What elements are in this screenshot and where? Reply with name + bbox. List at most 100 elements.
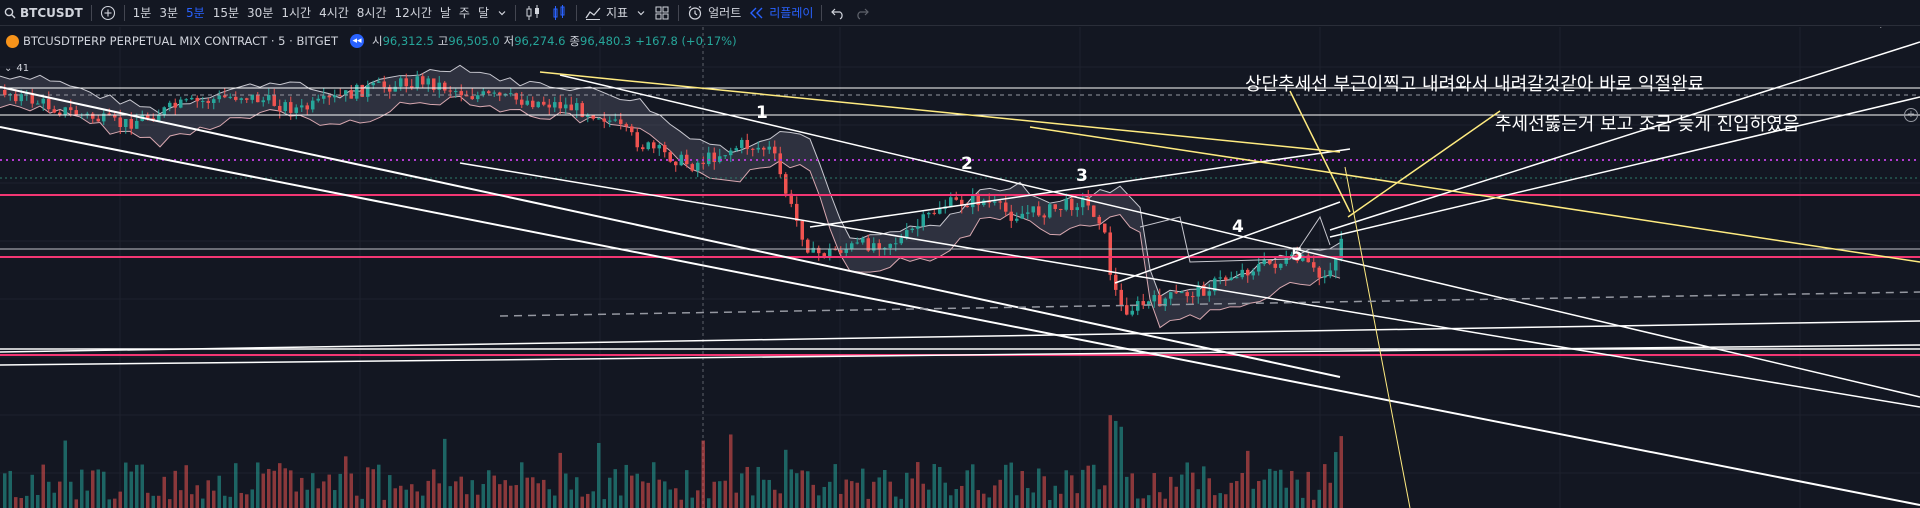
- volume-bar: [1279, 469, 1283, 508]
- candle-body: [344, 90, 348, 96]
- indicators-dropdown[interactable]: [632, 0, 650, 26]
- wave-label-3[interactable]: 3: [1076, 166, 1088, 186]
- volume-bar: [239, 492, 243, 508]
- volume-bar: [1240, 472, 1244, 508]
- replay-marker-icon[interactable]: ◂◂: [349, 34, 364, 48]
- timeframe-10[interactable]: 주: [458, 6, 470, 20]
- candle-body: [1301, 255, 1305, 261]
- volume-bar: [696, 490, 700, 508]
- candle-body: [1279, 263, 1283, 268]
- timeframe-0[interactable]: 1분: [132, 6, 152, 20]
- candle-body: [195, 97, 199, 102]
- candle-body: [806, 239, 810, 253]
- volume-bar: [487, 470, 491, 508]
- candle-body: [696, 162, 700, 171]
- indicators-button[interactable]: 지표: [581, 0, 632, 26]
- undo-button[interactable]: [826, 0, 850, 26]
- candle-body: [641, 147, 645, 150]
- candle-body: [1196, 285, 1200, 297]
- wave-label-2[interactable]: 2: [961, 154, 973, 174]
- candle-body: [129, 119, 133, 129]
- wave-label-4[interactable]: 4: [1232, 217, 1244, 237]
- candle-body: [828, 248, 832, 257]
- candle-body: [300, 105, 304, 108]
- volume-bar: [569, 489, 573, 508]
- alert-button[interactable]: 얼러트: [683, 0, 745, 26]
- symbol-search[interactable]: BTCUSDT: [0, 0, 87, 26]
- volume-bar: [338, 473, 342, 508]
- volume-bar: [283, 468, 287, 508]
- volume-bar: [1152, 473, 1156, 508]
- volume-bar: [1064, 470, 1068, 508]
- volume-bar: [608, 477, 612, 508]
- add-price-level-icon[interactable]: +: [1904, 108, 1918, 122]
- timeframe-4[interactable]: 30분: [247, 6, 274, 20]
- timeframe-dropdown[interactable]: [493, 0, 511, 26]
- volume-bar: [14, 497, 18, 508]
- volume-bar: [206, 480, 210, 508]
- volume-bar: [1037, 468, 1041, 508]
- volume-bar: [718, 481, 722, 508]
- volume-bar: [41, 464, 45, 508]
- candle-body: [553, 102, 557, 108]
- volume-bar: [30, 474, 34, 508]
- bar-style-button[interactable]: [546, 0, 572, 26]
- volume-bar: [1273, 470, 1277, 508]
- volume-bar: [426, 480, 430, 508]
- indicator-legend[interactable]: ⌄ 41: [4, 63, 29, 74]
- volume-bar: [349, 473, 353, 508]
- volume-bar: [668, 489, 672, 508]
- bar-style-icon: [550, 4, 568, 21]
- volume-bar: [553, 495, 557, 508]
- candle-body: [1037, 206, 1041, 216]
- timeframe-7[interactable]: 8시간: [356, 6, 387, 20]
- volume-bar: [921, 483, 925, 508]
- trend-line: [1344, 166, 1411, 508]
- trend-line: [559, 74, 1920, 398]
- volume-bar: [1042, 476, 1046, 508]
- candle-style-button[interactable]: [520, 0, 546, 26]
- volume-bar: [322, 481, 326, 508]
- candle-body: [718, 156, 722, 163]
- volume-bar: [1004, 464, 1008, 508]
- price-chart[interactable]: [0, 27, 1920, 508]
- annotation-upper[interactable]: 상단추세선 부근이찍고 내려와서 내려갈것같아 바로 익절완료: [1245, 74, 1705, 95]
- replay-button[interactable]: 리플레이: [745, 0, 817, 26]
- timeframe-6[interactable]: 4시간: [319, 6, 349, 20]
- wave-label-1[interactable]: 1: [756, 103, 768, 123]
- volume-bar: [1317, 489, 1321, 508]
- candle-body: [1235, 277, 1239, 279]
- annotation-lower[interactable]: 추세선뚫는거 보고 조금 늦게 진입하였음: [1495, 114, 1800, 135]
- volume-bar: [124, 462, 128, 508]
- volume-bar: [448, 486, 452, 508]
- volume-bar: [828, 481, 832, 508]
- candle-body: [1048, 204, 1052, 218]
- volume-bar: [415, 491, 419, 508]
- candle-body: [410, 86, 414, 89]
- templates-button[interactable]: [650, 0, 674, 26]
- volume-bar: [679, 499, 683, 508]
- timeframe-3[interactable]: 15분: [212, 6, 240, 20]
- volume-bar: [597, 442, 601, 508]
- volume-bar: [58, 481, 62, 508]
- wave-label-5[interactable]: 5: [1291, 245, 1303, 265]
- timeframe-11[interactable]: 달: [477, 6, 490, 20]
- volume-bar: [707, 498, 711, 508]
- redo-button[interactable]: [850, 0, 874, 26]
- trailing-line: [1139, 215, 1331, 263]
- timeframe-2[interactable]: 5분: [186, 6, 205, 20]
- volume-bar: [861, 468, 865, 508]
- volume-bar: [850, 481, 854, 508]
- candle-body: [613, 119, 617, 121]
- compare-symbol-button[interactable]: [96, 0, 120, 26]
- candle-body: [531, 100, 535, 108]
- volume-bar: [316, 488, 320, 508]
- timeframe-8[interactable]: 12시간: [394, 6, 432, 20]
- timeframe-5[interactable]: 1시간: [281, 6, 312, 20]
- candle-body: [1026, 212, 1030, 214]
- volume-bar: [443, 438, 447, 508]
- volume-bar: [509, 485, 513, 508]
- timeframe-9[interactable]: 날: [439, 6, 451, 20]
- timeframe-1[interactable]: 3분: [159, 6, 179, 20]
- volume-bar: [91, 470, 95, 508]
